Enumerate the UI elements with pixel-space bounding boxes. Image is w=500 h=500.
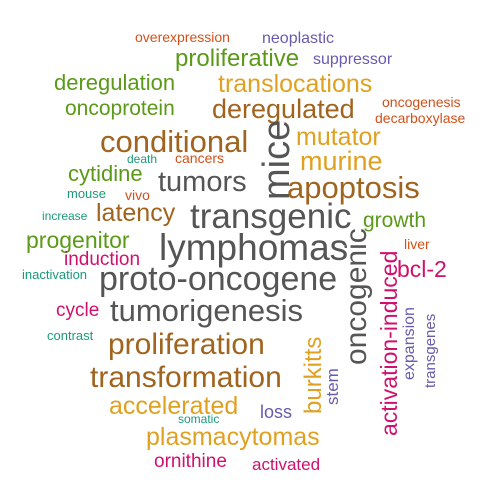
word-tumors: tumors — [158, 166, 247, 198]
word-activated: activated — [252, 455, 321, 474]
word-conditional: conditional — [100, 124, 249, 159]
word-vivo: vivo — [125, 187, 150, 203]
word-death: death — [127, 152, 158, 166]
word-stem: stem — [323, 368, 342, 405]
word-cycle: cycle — [56, 300, 100, 321]
word-transformation: transformation — [90, 361, 282, 394]
word-oncogenic: oncogenic — [340, 228, 373, 365]
word-expansion: expansion — [401, 307, 418, 380]
word-suppressor: suppressor — [313, 51, 393, 68]
word-growth: growth — [363, 209, 427, 232]
word-proliferative: proliferative — [175, 45, 300, 72]
word-ornithine: ornithine — [154, 451, 227, 472]
word-decarboxylase: decarboxylase — [375, 110, 466, 126]
word-induction: induction — [64, 249, 141, 270]
word-somatic: somatic — [178, 412, 220, 426]
word-murine: murine — [300, 146, 383, 176]
word-liver: liver — [404, 236, 430, 252]
word-activation-induced: activation-induced — [376, 250, 402, 436]
word-contrast: contrast — [47, 328, 94, 343]
word-apoptosis: apoptosis — [287, 170, 420, 205]
word-oncogenesis: oncogenesis — [382, 94, 461, 110]
word-cancers: cancers — [175, 150, 225, 166]
word-translocations: translocations — [218, 70, 373, 98]
word-mouse: mouse — [67, 186, 107, 201]
word-mutator: mutator — [296, 123, 381, 151]
word-transgenic: transgenic — [190, 197, 352, 236]
word-proliferation: proliferation — [108, 328, 265, 361]
word-progenitor: progenitor — [26, 227, 130, 253]
word-increase: increase — [42, 209, 88, 223]
word-loss: loss — [260, 402, 293, 422]
word-accelerated: accelerated — [109, 392, 239, 420]
word-deregulated: deregulated — [212, 94, 355, 124]
word-oncoprotein: oncoprotein — [65, 97, 175, 120]
word-deregulation: deregulation — [54, 70, 176, 95]
word-transgenes: transgenes — [422, 313, 439, 388]
word-overexpression: overexpression — [135, 29, 230, 45]
word-latency: latency — [96, 199, 176, 227]
word-cytidine: cytidine — [68, 161, 143, 186]
word-proto-oncogene: proto-oncogene — [99, 260, 338, 298]
word-inactivation: inactivation — [22, 267, 88, 282]
word-bcl-2: bcl-2 — [397, 256, 447, 282]
word-neoplastic: neoplastic — [262, 30, 335, 47]
word-lymphomas: lymphomas — [159, 227, 349, 268]
word-plasmacytomas: plasmacytomas — [146, 423, 320, 451]
word-tumorigenesis: tumorigenesis — [110, 293, 303, 328]
